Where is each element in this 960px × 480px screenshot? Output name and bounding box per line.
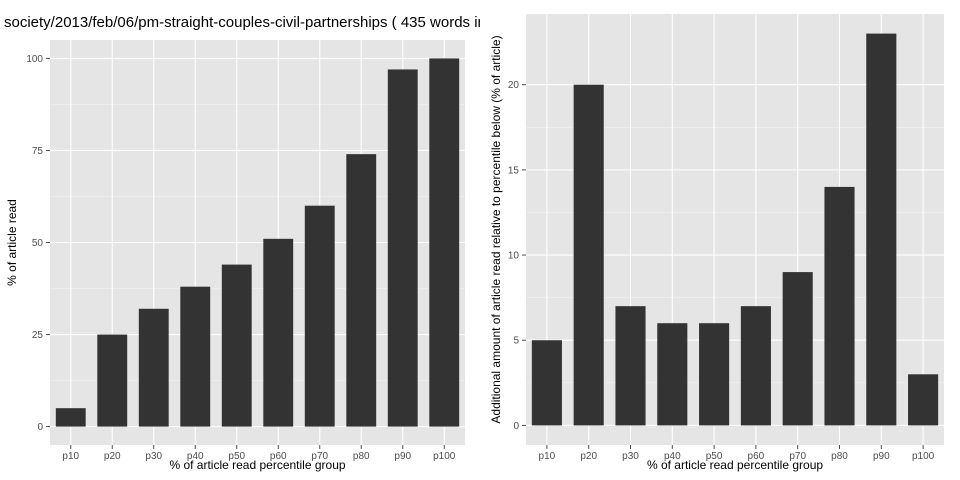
bar-p90 bbox=[866, 33, 897, 426]
y-tick-label: 15 bbox=[508, 165, 520, 176]
x-axis-title: % of article read percentile group bbox=[169, 458, 345, 472]
x-tick-label: p50 bbox=[228, 451, 245, 462]
bar-p60 bbox=[263, 238, 294, 427]
y-tick-label: 5 bbox=[513, 336, 519, 347]
x-tick-label: p40 bbox=[664, 451, 681, 462]
x-tick-label: p50 bbox=[706, 451, 723, 462]
bar-p30 bbox=[615, 306, 646, 426]
x-tick-label: p90 bbox=[394, 451, 411, 462]
x-tick-label: p80 bbox=[353, 451, 370, 462]
y-tick-label: 100 bbox=[26, 54, 43, 65]
bar-p80 bbox=[824, 186, 855, 426]
y-axis-title: Additional amount of article read relati… bbox=[489, 35, 503, 423]
y-tick-label: 20 bbox=[508, 80, 520, 91]
x-tick-label: p70 bbox=[789, 451, 806, 462]
bar-p20 bbox=[97, 334, 128, 427]
bar-p60 bbox=[740, 306, 771, 426]
y-tick-label: 0 bbox=[37, 422, 43, 433]
x-tick-label: p60 bbox=[270, 451, 287, 462]
y-tick-label: 25 bbox=[32, 330, 44, 341]
bar-p40 bbox=[180, 286, 211, 427]
y-tick-label: 50 bbox=[32, 238, 44, 249]
x-tick-label: p100 bbox=[433, 451, 456, 462]
bar-p50 bbox=[221, 264, 252, 427]
x-tick-label: p70 bbox=[311, 451, 328, 462]
bar-p90 bbox=[387, 69, 418, 427]
chart-title: society/2013/feb/06/pm-straight-couples-… bbox=[4, 14, 480, 31]
x-tick-label: p60 bbox=[748, 451, 765, 462]
y-tick-label: 10 bbox=[508, 251, 520, 262]
x-axis-title: % of article read percentile group bbox=[647, 458, 823, 472]
bar-p20 bbox=[573, 84, 604, 426]
x-tick-label: p80 bbox=[831, 451, 848, 462]
y-axis-title: % of article read bbox=[5, 199, 19, 286]
bar-p70 bbox=[782, 272, 813, 426]
bar-p70 bbox=[304, 205, 335, 427]
bar-p10 bbox=[531, 340, 562, 426]
x-tick-label: p10 bbox=[62, 451, 79, 462]
bar-p10 bbox=[55, 408, 86, 427]
x-tick-label: p90 bbox=[873, 451, 890, 462]
bar-p40 bbox=[657, 323, 688, 426]
x-tick-label: p40 bbox=[187, 451, 204, 462]
x-tick-label: p30 bbox=[622, 451, 639, 462]
x-tick-label: p10 bbox=[539, 451, 556, 462]
bar-p30 bbox=[138, 308, 169, 427]
bar-p80 bbox=[346, 154, 377, 427]
x-tick-label: p100 bbox=[912, 451, 935, 462]
x-tick-label: p20 bbox=[104, 451, 121, 462]
y-tick-label: 0 bbox=[513, 421, 519, 432]
x-tick-label: p20 bbox=[580, 451, 597, 462]
bar-p100 bbox=[429, 58, 460, 427]
y-tick-label: 75 bbox=[32, 146, 44, 157]
x-tick-label: p30 bbox=[145, 451, 162, 462]
bar-p50 bbox=[699, 323, 730, 426]
bar-p100 bbox=[908, 374, 939, 426]
